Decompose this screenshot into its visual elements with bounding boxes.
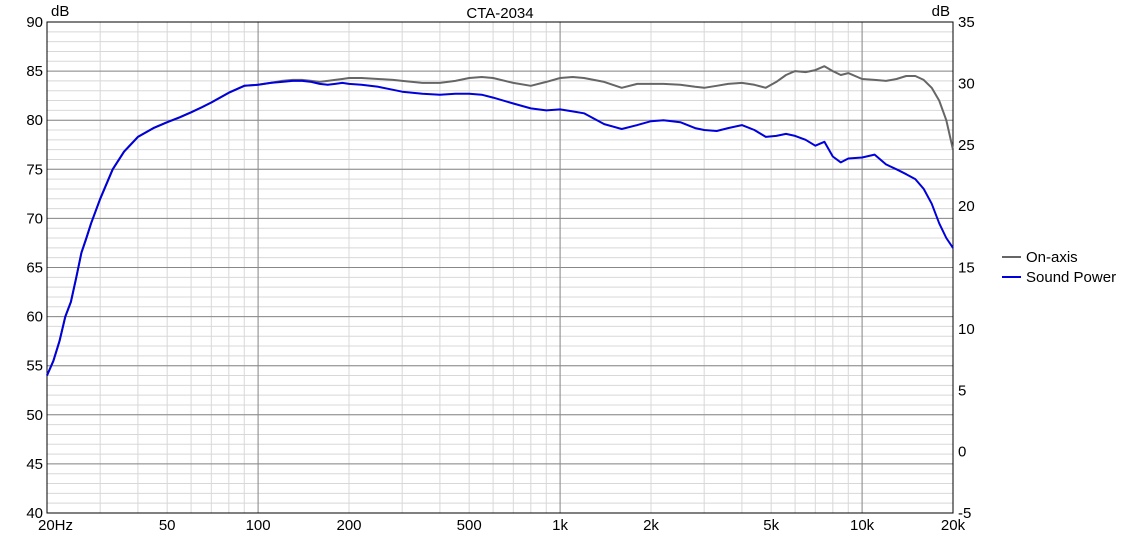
y-right-tick-label: 0 — [958, 444, 966, 461]
y-right-tick-label: 10 — [958, 321, 975, 338]
x-tick-label: 100 — [246, 517, 271, 534]
y-left-axis-tick-labels: 90 85 80 75 70 65 60 55 50 45 40 — [26, 14, 43, 522]
series-layer — [46, 65, 954, 376]
legend-label: On-axis — [1026, 249, 1078, 266]
y-left-tick-label: 70 — [26, 210, 43, 227]
y-right-tick-label: 35 — [958, 14, 975, 31]
y-left-tick-label: 85 — [26, 63, 43, 80]
y-left-unit-label: dB — [51, 3, 69, 20]
y-left-tick-label: 80 — [26, 112, 43, 129]
y-left-tick-label: 55 — [26, 358, 43, 375]
x-tick-label: 2k — [643, 517, 659, 534]
x-tick-label: 10k — [850, 517, 875, 534]
y-left-tick-label: 65 — [26, 260, 43, 277]
x-tick-label: 1k — [552, 517, 568, 534]
x-tick-label: 5k — [763, 517, 779, 534]
series-line-on-axis — [46, 65, 954, 376]
major-grid — [47, 22, 953, 513]
x-tick-label: 20Hz — [38, 517, 73, 534]
y-left-tick-label: 50 — [26, 407, 43, 424]
y-left-tick-label: 40 — [26, 505, 43, 522]
y-right-axis-tick-labels: 35 30 25 20 15 10 5 0 -5 — [958, 14, 975, 522]
y-right-unit-label: dB — [932, 3, 950, 20]
legend: On-axis Sound Power — [1002, 249, 1116, 286]
y-left-tick-label: 60 — [26, 309, 43, 326]
x-tick-label: 500 — [457, 517, 482, 534]
y-left-tick-label: 90 — [26, 14, 43, 31]
x-axis-tick-labels: 20Hz 50 100 200 500 1k 2k 5k 10k 20k — [38, 517, 966, 534]
plot-frame — [46, 21, 954, 514]
legend-label: Sound Power — [1026, 269, 1116, 286]
y-right-tick-label: 15 — [958, 260, 975, 277]
y-right-tick-label: 25 — [958, 137, 975, 154]
y-right-tick-label: 20 — [958, 198, 975, 215]
y-right-tick-label: -5 — [958, 505, 971, 522]
series-line-sound-power — [46, 79, 954, 376]
chart-title: CTA-2034 — [466, 5, 533, 22]
y-right-tick-label: 30 — [958, 75, 975, 92]
x-tick-label: 200 — [336, 517, 361, 534]
y-right-tick-label: 5 — [958, 382, 966, 399]
y-left-tick-label: 45 — [26, 456, 43, 473]
y-left-tick-label: 75 — [26, 161, 43, 178]
x-tick-label: 20k — [941, 517, 966, 534]
x-tick-label: 50 — [159, 517, 176, 534]
